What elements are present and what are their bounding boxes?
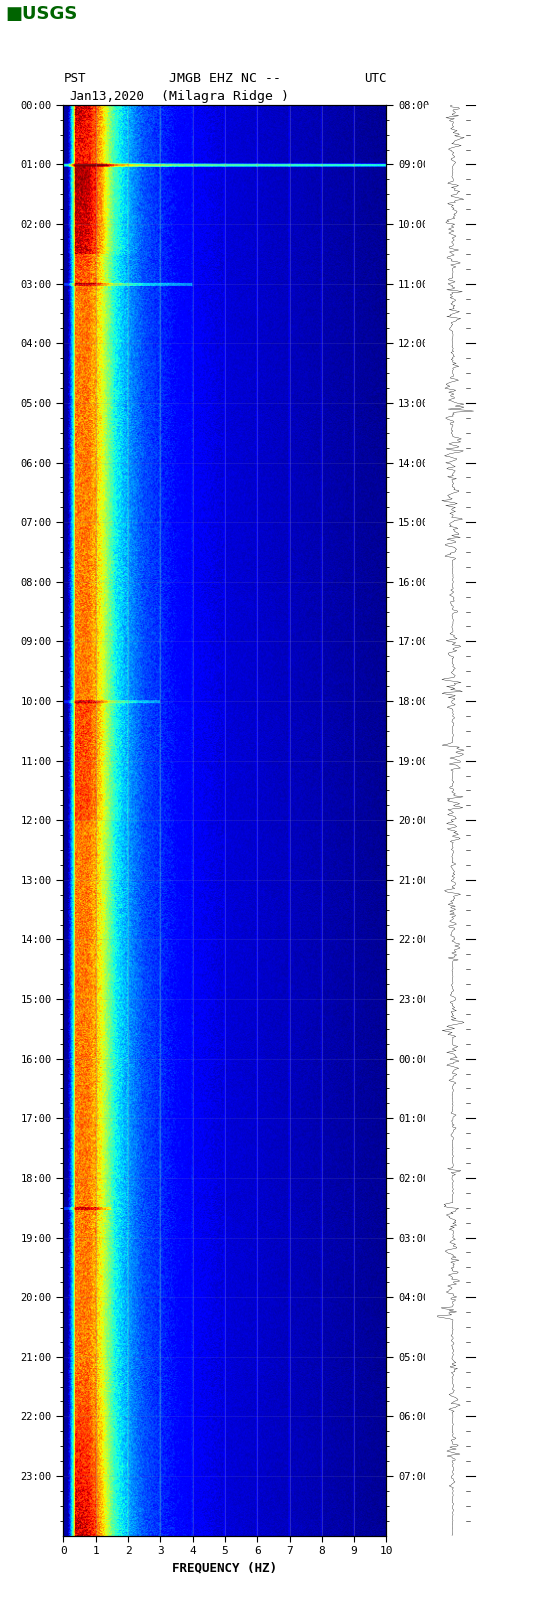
Text: ■USGS: ■USGS	[6, 5, 78, 23]
Text: UTC: UTC	[364, 73, 386, 85]
X-axis label: FREQUENCY (HZ): FREQUENCY (HZ)	[172, 1561, 278, 1574]
Text: JMGB EHZ NC --: JMGB EHZ NC --	[169, 73, 281, 85]
Text: (Milagra Ridge ): (Milagra Ridge )	[161, 90, 289, 103]
Text: PST: PST	[63, 73, 86, 85]
Text: Jan13,2020: Jan13,2020	[69, 90, 144, 103]
